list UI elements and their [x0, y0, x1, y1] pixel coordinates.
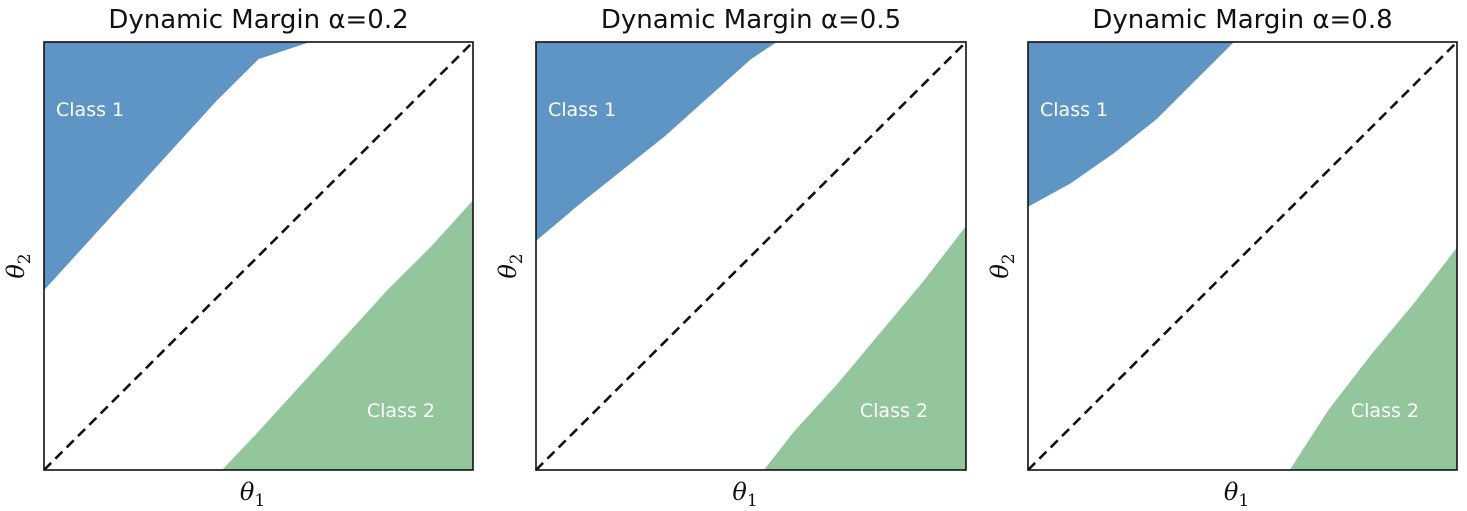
- y-axis-label: θ2: [2, 253, 35, 278]
- region-class-1: [44, 42, 310, 291]
- region-class-2: [222, 200, 473, 471]
- chart-panel-1: Dynamic Margin α=0.2 Class 1 Class 2 θ1 θ2: [2, 5, 474, 511]
- x-axis-label: θ1: [240, 478, 265, 511]
- chart-title: Dynamic Margin α=0.8: [1092, 5, 1392, 35]
- diagonal-line: [535, 41, 967, 471]
- x-axis-label: θ1: [1224, 478, 1249, 511]
- region-label-class-1: Class 1: [1040, 99, 1108, 121]
- plot-frame: [535, 41, 967, 471]
- region-label-class-1: Class 1: [56, 99, 124, 121]
- region-label-class-2: Class 2: [860, 400, 928, 422]
- region-class-2: [763, 226, 966, 470]
- diagonal-line: [43, 41, 474, 471]
- chart-title: Dynamic Margin α=0.5: [601, 5, 901, 35]
- chart-panel-2: Dynamic Margin α=0.5 Class 1 Class 2 θ1 θ2: [494, 5, 967, 511]
- x-axis-label: θ1: [732, 478, 757, 511]
- region-class-1: [536, 42, 777, 242]
- plot-frame: [1027, 41, 1458, 471]
- y-axis-label: θ2: [494, 253, 527, 278]
- chart-title: Dynamic Margin α=0.2: [108, 5, 408, 35]
- region-class-1: [1028, 42, 1234, 207]
- region-label-class-2: Class 2: [367, 400, 435, 422]
- y-axis-label: θ2: [986, 253, 1019, 278]
- region-label-class-2: Class 2: [1351, 400, 1419, 422]
- plot-frame: [43, 41, 474, 471]
- region-label-class-1: Class 1: [548, 99, 616, 121]
- chart-panel-3: Dynamic Margin α=0.8 Class 1 Class 2 θ1 θ2: [986, 5, 1458, 511]
- diagonal-line: [1027, 41, 1458, 471]
- region-class-2: [1289, 247, 1457, 470]
